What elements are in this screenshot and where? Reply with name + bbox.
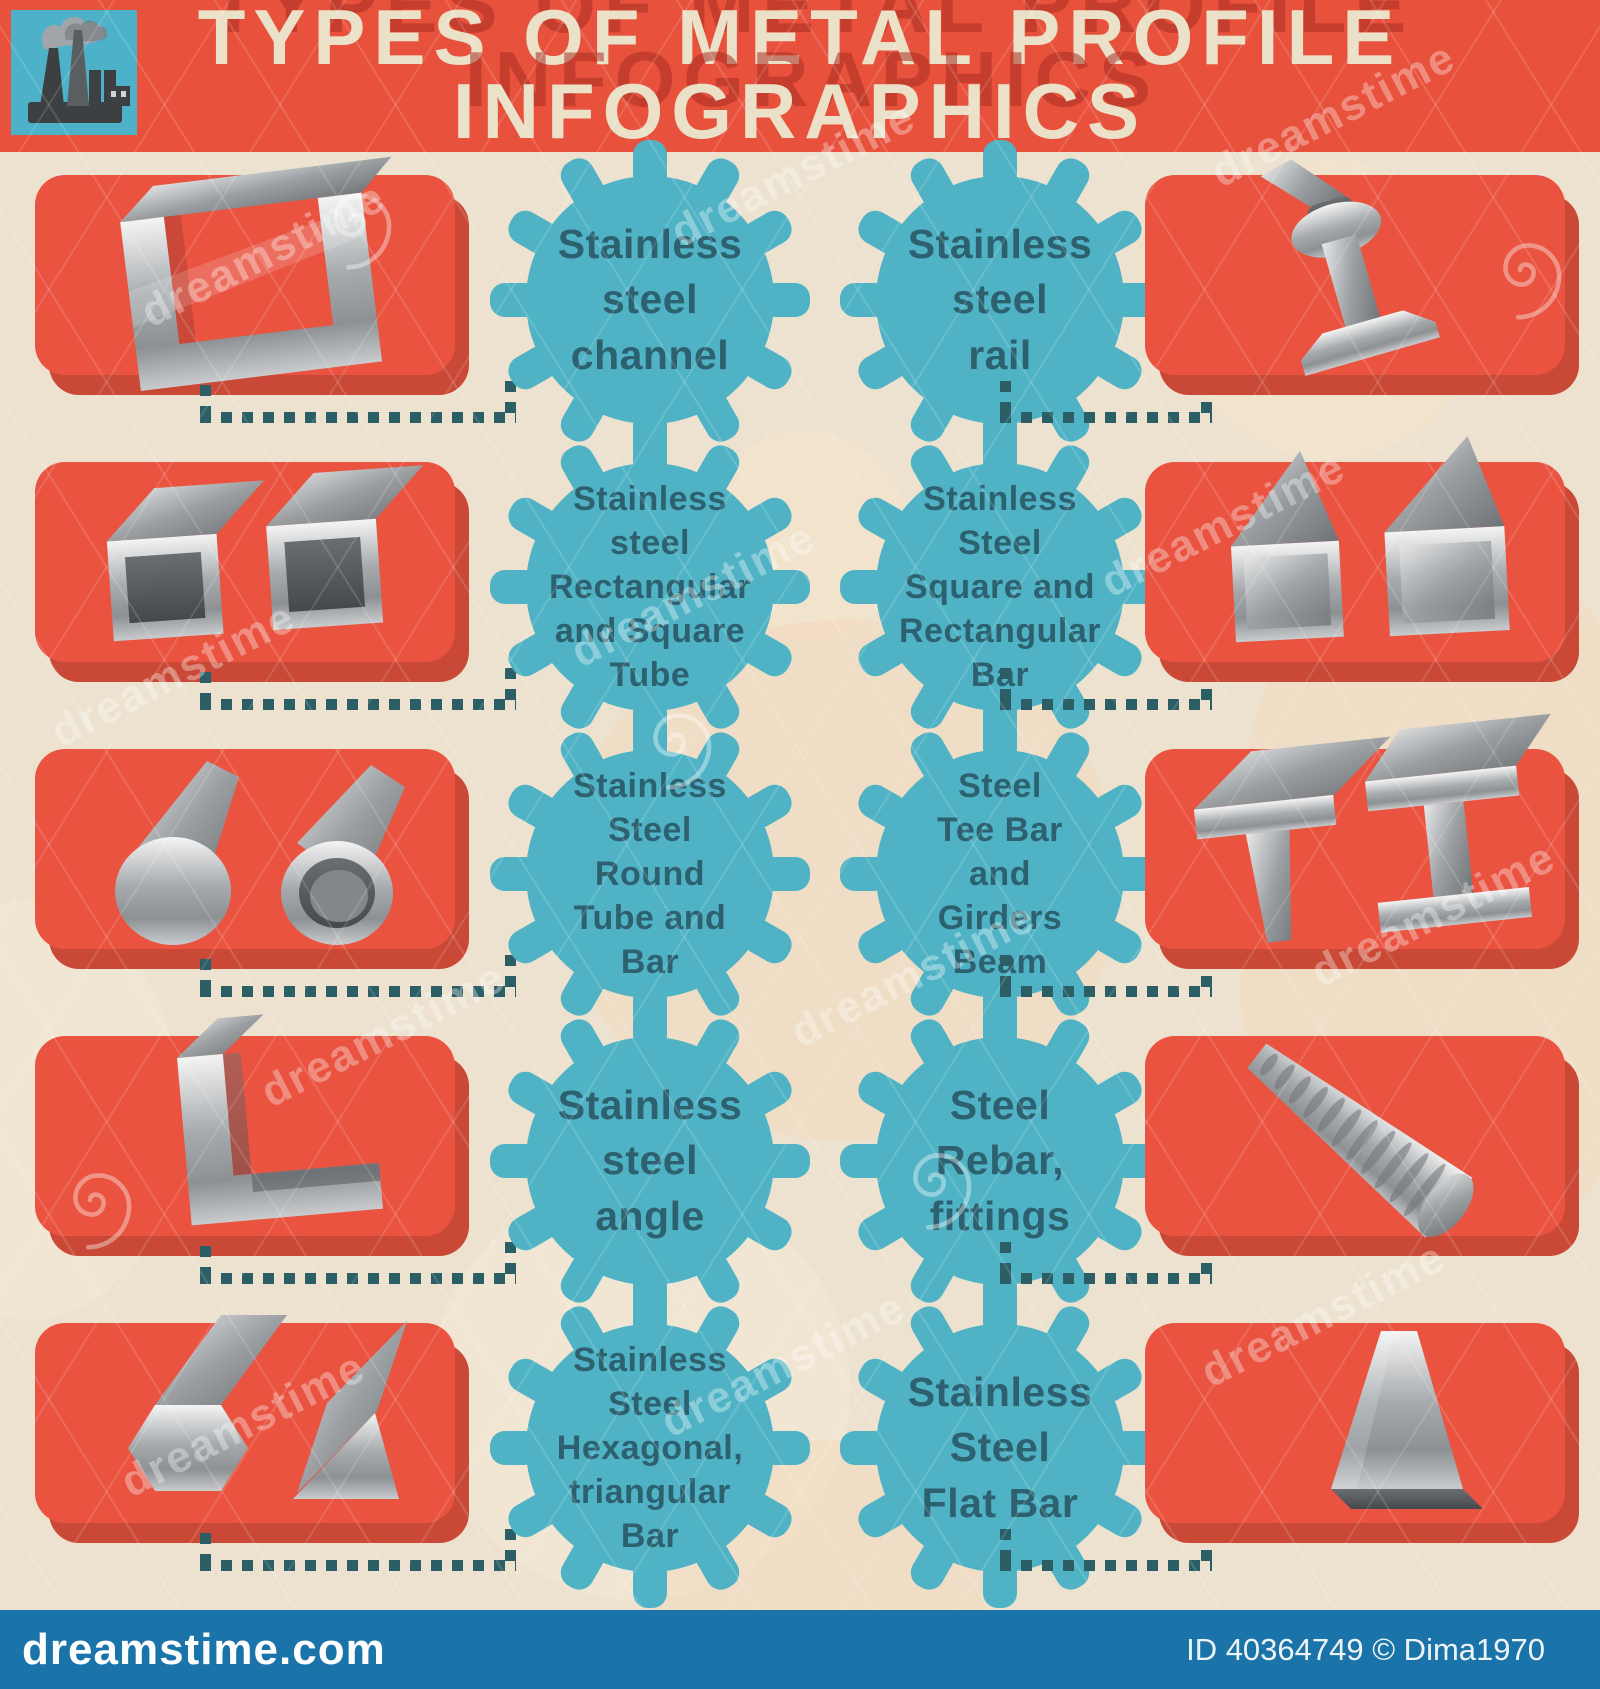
connector-dotted-line [200, 1533, 211, 1565]
profile-panel-left [35, 749, 455, 949]
connector-dotted-line [1000, 1242, 1011, 1274]
flat-bar-image [1331, 1331, 1483, 1509]
connector-dotted-line [1000, 1529, 1011, 1561]
connector-dotted-line [1000, 1560, 1212, 1571]
gear-label: Stainless steel Rectangular and Square T… [549, 479, 751, 695]
profile-panel-left [35, 1014, 455, 1236]
square-and-rectangular-bar-image [1230, 435, 1510, 643]
profile-panel-right [1145, 159, 1565, 376]
connector-dotted-line [1000, 412, 1212, 423]
connector-dotted-line [200, 412, 516, 423]
gear-label: Stainless Steel Hexagonal, triangular Ba… [556, 1340, 744, 1556]
connector-dotted-line [1000, 955, 1011, 987]
connector-dotted-line [1201, 1529, 1212, 1561]
connector-dotted-line [1000, 699, 1212, 710]
steel-rebar-image [1247, 1043, 1474, 1238]
gear-label: Stainless Steel Flat Bar [907, 1368, 1093, 1526]
gear-label: Stainless steel angle [557, 1081, 743, 1239]
profile-panel-right [1145, 1323, 1565, 1523]
gear-badge: Stainless Steel Square and Rectangular B… [835, 422, 1165, 752]
factory-icon [28, 16, 130, 123]
row-4: Stainless steel angle Steel Rebar, fitti… [0, 1001, 1600, 1321]
logo [11, 10, 137, 135]
gear-label: Stainless steel rail [907, 220, 1093, 378]
connector-dotted-line [1000, 381, 1011, 413]
connector-dotted-line [200, 699, 516, 710]
gear-badge: Stainless Steel Hexagonal, triangular Ba… [485, 1283, 815, 1613]
connector-dotted-line [200, 1560, 516, 1571]
row-2: Stainless steel Rectangular and Square T… [0, 427, 1600, 747]
gear-label: Stainless steel channel [557, 220, 743, 378]
gear-label: Steel Tee Bar and Girders Beam [937, 766, 1063, 982]
stainless-steel-channel-image [120, 156, 392, 392]
profile-panel-right [1145, 713, 1565, 949]
gear-label: Stainless Steel Round Tube and Bar [573, 766, 727, 982]
connector-dotted-line [200, 672, 211, 704]
connector-dotted-line [200, 1246, 211, 1278]
gear-badge: Stainless Steel Round Tube and Bar [485, 709, 815, 1039]
gear-badge: Stainless steel angle [485, 996, 815, 1326]
gear-badge: Stainless steel Rectangular and Square T… [485, 422, 815, 752]
connector-dotted-line [200, 959, 211, 991]
stainless-steel-angle-image [177, 1014, 383, 1226]
gear-badge: Stainless Steel Flat Bar [835, 1283, 1165, 1613]
header: TYPES OF METAL PROFILE INFOGRAPHICS [0, 0, 1600, 152]
gear-badge: Steel Tee Bar and Girders Beam [835, 709, 1165, 1039]
footer-bar: dreamstime.com ID 40364749 © Dima1970 [0, 1610, 1600, 1689]
profile-panel-left [35, 1315, 455, 1523]
connector-dotted-line [1201, 955, 1212, 987]
gear-badge: Stainless steel rail [835, 135, 1165, 465]
hexagonal-triangular-bar-image [128, 1315, 407, 1499]
connector-dotted-line [505, 668, 516, 700]
connector-dotted-line [505, 955, 516, 987]
gear-label: Stainless Steel Square and Rectangular B… [899, 479, 1101, 695]
round-tube-and-bar-image [115, 761, 405, 945]
row-3: Stainless Steel Round Tube and Bar Steel… [0, 713, 1600, 1034]
row-5: Stainless Steel Hexagonal, triangular Ba… [0, 1288, 1600, 1608]
gear-badge: Stainless steel channel [485, 135, 815, 465]
connector-dotted-line [1201, 1242, 1212, 1274]
connector-dotted-line [505, 1529, 516, 1561]
page-title: TYPES OF METAL PROFILE INFOGRAPHICS [197, 0, 1403, 155]
connector-dotted-line [1000, 1273, 1212, 1284]
profile-panel-right [1145, 1036, 1565, 1238]
image-credit: ID 40364749 © Dima1970 [1186, 1631, 1545, 1667]
connector-dotted-line [505, 1242, 516, 1274]
rectangular-and-square-tube-image [106, 465, 424, 642]
connector-dotted-line [505, 381, 516, 413]
connector-dotted-line [200, 1273, 516, 1284]
row-1: Stainless steel channel Stainless steel … [0, 140, 1600, 460]
tee-bar-and-girders-beam-image [1193, 713, 1551, 943]
connector-dotted-line [200, 986, 516, 997]
connector-dotted-line [1201, 381, 1212, 413]
connector-dotted-line [1000, 668, 1011, 700]
connector-dotted-line [1201, 668, 1212, 700]
connector-dotted-line [200, 385, 211, 417]
profile-panel-left [35, 156, 455, 392]
profile-panel-left [35, 462, 455, 662]
connector-dotted-line [1000, 986, 1212, 997]
stainless-steel-rail-image [1260, 159, 1440, 376]
watermark-site: dreamstime.com [22, 1624, 386, 1674]
profile-panel-right [1145, 435, 1565, 662]
